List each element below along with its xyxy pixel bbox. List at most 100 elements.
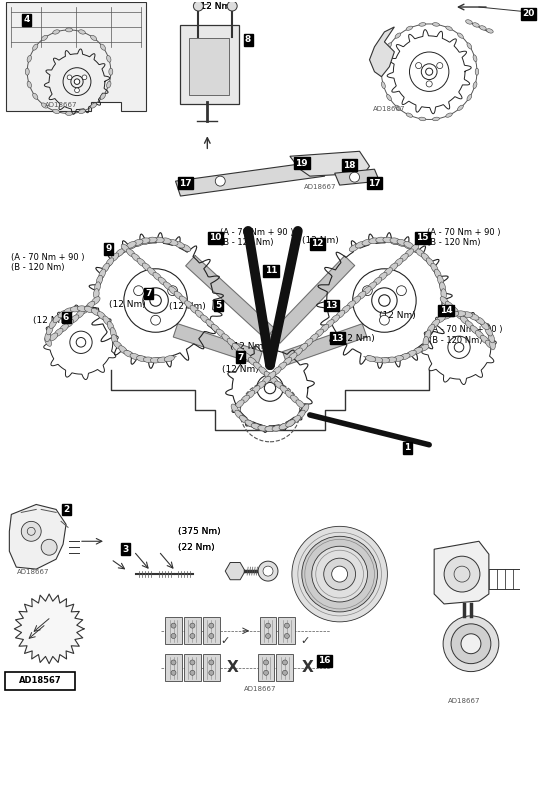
Ellipse shape <box>150 358 161 363</box>
Ellipse shape <box>419 22 426 26</box>
Ellipse shape <box>394 258 403 266</box>
Text: (12 Nm): (12 Nm) <box>33 316 70 325</box>
Ellipse shape <box>245 420 255 427</box>
Ellipse shape <box>147 237 157 242</box>
Ellipse shape <box>331 315 339 323</box>
Ellipse shape <box>53 314 62 322</box>
Circle shape <box>451 624 491 664</box>
Circle shape <box>379 315 390 325</box>
Text: (A - 70 Nm + 90 )
(B - 120 Nm): (A - 70 Nm + 90 ) (B - 120 Nm) <box>427 228 500 247</box>
Circle shape <box>332 566 348 582</box>
Ellipse shape <box>458 33 463 38</box>
Text: AD18667: AD18667 <box>448 698 480 705</box>
Ellipse shape <box>373 277 382 286</box>
Ellipse shape <box>154 237 164 242</box>
Circle shape <box>282 670 287 675</box>
Ellipse shape <box>450 306 459 314</box>
Ellipse shape <box>114 341 122 349</box>
Ellipse shape <box>405 249 413 257</box>
FancyBboxPatch shape <box>165 654 182 681</box>
Ellipse shape <box>462 312 473 318</box>
Ellipse shape <box>349 245 359 251</box>
Ellipse shape <box>305 338 313 346</box>
Ellipse shape <box>84 306 94 313</box>
Text: 2: 2 <box>63 505 69 514</box>
Ellipse shape <box>264 371 273 380</box>
Ellipse shape <box>153 273 162 281</box>
Circle shape <box>263 566 273 576</box>
Ellipse shape <box>47 325 53 335</box>
Ellipse shape <box>206 320 214 328</box>
Ellipse shape <box>384 268 392 276</box>
Ellipse shape <box>227 338 236 346</box>
Text: (22 Nm): (22 Nm) <box>179 542 215 552</box>
Ellipse shape <box>291 395 299 403</box>
Ellipse shape <box>106 258 114 266</box>
FancyBboxPatch shape <box>258 654 274 681</box>
Ellipse shape <box>235 400 244 408</box>
Text: 8: 8 <box>245 35 251 44</box>
Circle shape <box>209 670 214 675</box>
Circle shape <box>41 539 57 555</box>
Ellipse shape <box>115 249 124 257</box>
Text: 1: 1 <box>404 443 411 452</box>
Ellipse shape <box>488 333 494 343</box>
Ellipse shape <box>395 33 401 38</box>
Circle shape <box>265 382 276 394</box>
Ellipse shape <box>237 348 246 356</box>
Ellipse shape <box>490 339 496 350</box>
Circle shape <box>190 660 195 665</box>
Circle shape <box>426 68 433 75</box>
Ellipse shape <box>158 277 167 286</box>
Circle shape <box>171 670 176 675</box>
Text: (12 Nm): (12 Nm) <box>169 302 205 311</box>
Polygon shape <box>14 594 84 664</box>
Circle shape <box>151 315 161 325</box>
Text: (12 Nm): (12 Nm) <box>230 342 267 350</box>
Ellipse shape <box>390 238 400 244</box>
Ellipse shape <box>456 311 464 319</box>
Ellipse shape <box>136 356 147 362</box>
Ellipse shape <box>272 426 282 431</box>
Polygon shape <box>434 542 489 604</box>
Ellipse shape <box>58 310 67 318</box>
Ellipse shape <box>446 113 452 118</box>
Ellipse shape <box>243 353 252 361</box>
Ellipse shape <box>423 337 428 347</box>
Ellipse shape <box>127 249 135 257</box>
Text: (375 Nm): (375 Nm) <box>179 527 221 536</box>
Ellipse shape <box>278 362 287 370</box>
Ellipse shape <box>265 426 275 432</box>
Ellipse shape <box>49 333 58 341</box>
Ellipse shape <box>431 319 439 328</box>
Ellipse shape <box>425 330 431 340</box>
Text: 6: 6 <box>63 313 69 322</box>
Ellipse shape <box>103 316 110 325</box>
Circle shape <box>379 295 390 306</box>
Ellipse shape <box>279 423 289 430</box>
Ellipse shape <box>448 311 459 317</box>
Ellipse shape <box>91 308 101 315</box>
Ellipse shape <box>65 319 74 327</box>
Ellipse shape <box>473 22 479 27</box>
Text: (A - 70 Nm + 90 )
(B - 120 Nm): (A - 70 Nm + 90 ) (B - 120 Nm) <box>11 253 85 272</box>
Ellipse shape <box>479 26 486 30</box>
Ellipse shape <box>275 381 283 389</box>
Ellipse shape <box>292 415 301 423</box>
Ellipse shape <box>65 111 72 115</box>
Ellipse shape <box>362 239 372 246</box>
Circle shape <box>302 536 378 612</box>
Ellipse shape <box>251 423 261 430</box>
Ellipse shape <box>124 350 134 357</box>
Polygon shape <box>335 169 379 185</box>
Ellipse shape <box>32 94 38 99</box>
Text: AD18667: AD18667 <box>244 686 276 691</box>
Ellipse shape <box>140 238 150 245</box>
Text: ✓: ✓ <box>221 636 230 646</box>
Ellipse shape <box>190 306 199 314</box>
Circle shape <box>263 670 268 675</box>
Circle shape <box>134 286 143 295</box>
Ellipse shape <box>432 117 439 121</box>
Ellipse shape <box>100 44 105 50</box>
Ellipse shape <box>235 410 243 418</box>
